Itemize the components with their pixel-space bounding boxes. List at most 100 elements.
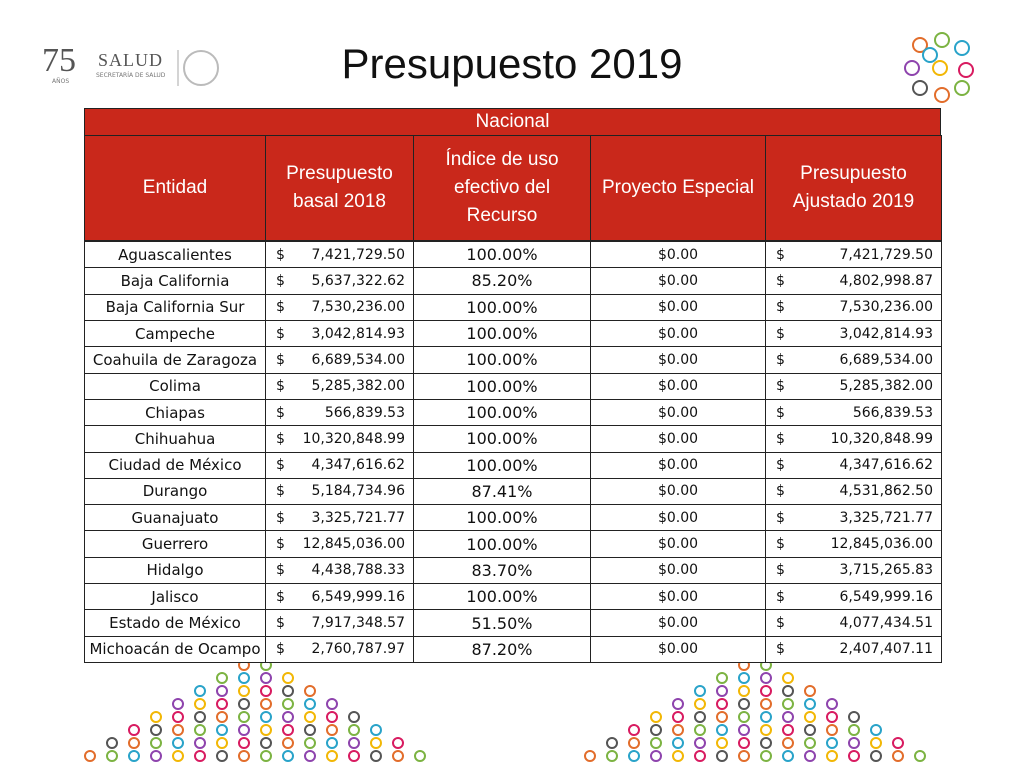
decor-ring bbox=[260, 724, 272, 736]
currency-symbol: $ bbox=[276, 483, 285, 500]
decor-ring bbox=[954, 40, 970, 56]
decor-ring bbox=[826, 711, 838, 723]
amount: 4,802,998.87 bbox=[839, 272, 933, 289]
project-cell: $0.00 bbox=[590, 504, 766, 532]
amount: 7,530,236.00 bbox=[839, 299, 933, 316]
decor-ring bbox=[738, 750, 750, 762]
logo-number: 75 bbox=[42, 42, 76, 79]
amount-cell: $12,845,036.00 bbox=[765, 530, 942, 558]
decor-ring bbox=[348, 724, 360, 736]
currency-symbol: $ bbox=[276, 536, 285, 553]
decor-ring bbox=[172, 737, 184, 749]
column-header: Presupuesto basal 2018 bbox=[265, 135, 414, 241]
budget-table: Nacional Entidad Presupuesto basal 2018 Índ… bbox=[84, 108, 942, 663]
currency-symbol: $ bbox=[276, 562, 285, 579]
decor-ring bbox=[738, 672, 750, 684]
decor-ring bbox=[370, 750, 382, 762]
decor-ring bbox=[760, 711, 772, 723]
currency-symbol: $ bbox=[276, 430, 285, 447]
decor-ring bbox=[392, 750, 404, 762]
amount-cell: $6,549,999.16 bbox=[765, 583, 942, 611]
amount: 3,325,721.77 bbox=[311, 509, 405, 526]
decor-ring bbox=[216, 698, 228, 710]
decor-ring bbox=[848, 737, 860, 749]
amount: 3,325,721.77 bbox=[839, 509, 933, 526]
currency-symbol: $ bbox=[776, 509, 785, 526]
decor-ring bbox=[172, 724, 184, 736]
logo-ministry-full: SECRETARÍA DE SALUD bbox=[96, 72, 166, 79]
amount-cell: $4,438,788.33 bbox=[265, 556, 414, 585]
amount: 566,839.53 bbox=[324, 404, 405, 421]
decor-ring bbox=[414, 750, 426, 762]
project-cell: $0.00 bbox=[590, 267, 766, 295]
amount: 6,549,999.16 bbox=[311, 588, 405, 605]
amount: 4,438,788.33 bbox=[311, 562, 405, 579]
decor-ring bbox=[216, 672, 228, 684]
decor-ring bbox=[106, 737, 118, 749]
currency-symbol: $ bbox=[276, 404, 285, 421]
decor-ring bbox=[870, 737, 882, 749]
amount: 6,689,534.00 bbox=[839, 351, 933, 368]
currency-symbol: $ bbox=[776, 430, 785, 447]
amount-cell: $10,320,848.99 bbox=[265, 425, 414, 453]
amount-cell: $7,421,729.50 bbox=[765, 241, 942, 269]
decor-ring bbox=[954, 80, 970, 96]
project-cell: $0.00 bbox=[590, 398, 766, 427]
amount: 7,421,729.50 bbox=[311, 246, 405, 263]
decor-ring bbox=[904, 60, 920, 76]
column-header: Presupuesto Ajustado 2019 bbox=[765, 135, 942, 241]
decor-ring bbox=[282, 750, 294, 762]
currency-symbol: $ bbox=[776, 299, 785, 316]
project-cell: $0.00 bbox=[590, 372, 766, 400]
decor-ring bbox=[716, 711, 728, 723]
decor-ring bbox=[172, 711, 184, 723]
amount-cell: $3,325,721.77 bbox=[265, 504, 414, 532]
amount-cell: $4,531,862.50 bbox=[765, 477, 942, 506]
decor-ring bbox=[716, 698, 728, 710]
decor-ring bbox=[782, 698, 794, 710]
decor-ring bbox=[848, 724, 860, 736]
decor-ring bbox=[304, 711, 316, 723]
decor-ring bbox=[760, 724, 772, 736]
currency-symbol: $ bbox=[276, 588, 285, 605]
decor-ring bbox=[260, 672, 272, 684]
project-cell: $0.00 bbox=[590, 293, 766, 321]
amount: 7,530,236.00 bbox=[311, 299, 405, 316]
decor-ring bbox=[194, 724, 206, 736]
decor-ring bbox=[392, 737, 404, 749]
decor-ring bbox=[216, 685, 228, 697]
decor-ring bbox=[870, 724, 882, 736]
decor-ring bbox=[326, 750, 338, 762]
decor-ring bbox=[150, 750, 162, 762]
decor-ring bbox=[348, 737, 360, 749]
currency-symbol: $ bbox=[776, 351, 785, 368]
decor-ring bbox=[260, 711, 272, 723]
decor-ring bbox=[304, 685, 316, 697]
project-cell: $0.00 bbox=[590, 609, 766, 637]
entity-cell: Chiapas bbox=[84, 398, 266, 427]
decor-ring bbox=[650, 750, 662, 762]
entity-cell: Aguascalientes bbox=[84, 241, 266, 269]
currency-symbol: $ bbox=[776, 641, 785, 658]
amount-cell: $3,715,265.83 bbox=[765, 556, 942, 585]
decor-ring bbox=[194, 698, 206, 710]
currency-symbol: $ bbox=[776, 615, 785, 632]
decor-ring bbox=[172, 750, 184, 762]
entity-cell: Durango bbox=[84, 477, 266, 506]
amount-cell: $566,839.53 bbox=[265, 398, 414, 427]
decor-ring bbox=[672, 711, 684, 723]
currency-symbol: $ bbox=[276, 351, 285, 368]
project-cell: $0.00 bbox=[590, 319, 766, 348]
amount-cell: $2,407,407.11 bbox=[765, 635, 942, 663]
decor-ring bbox=[282, 724, 294, 736]
amount: 6,549,999.16 bbox=[839, 588, 933, 605]
decor-ring bbox=[282, 737, 294, 749]
logo-seal bbox=[183, 50, 219, 86]
decor-ring bbox=[84, 750, 96, 762]
amount-cell: $6,689,534.00 bbox=[765, 346, 942, 374]
amount: 5,285,382.00 bbox=[311, 378, 405, 395]
index-cell: 100.00% bbox=[413, 425, 591, 453]
index-cell: 100.00% bbox=[413, 372, 591, 400]
entity-cell: Michoacán de Ocampo bbox=[84, 635, 266, 663]
